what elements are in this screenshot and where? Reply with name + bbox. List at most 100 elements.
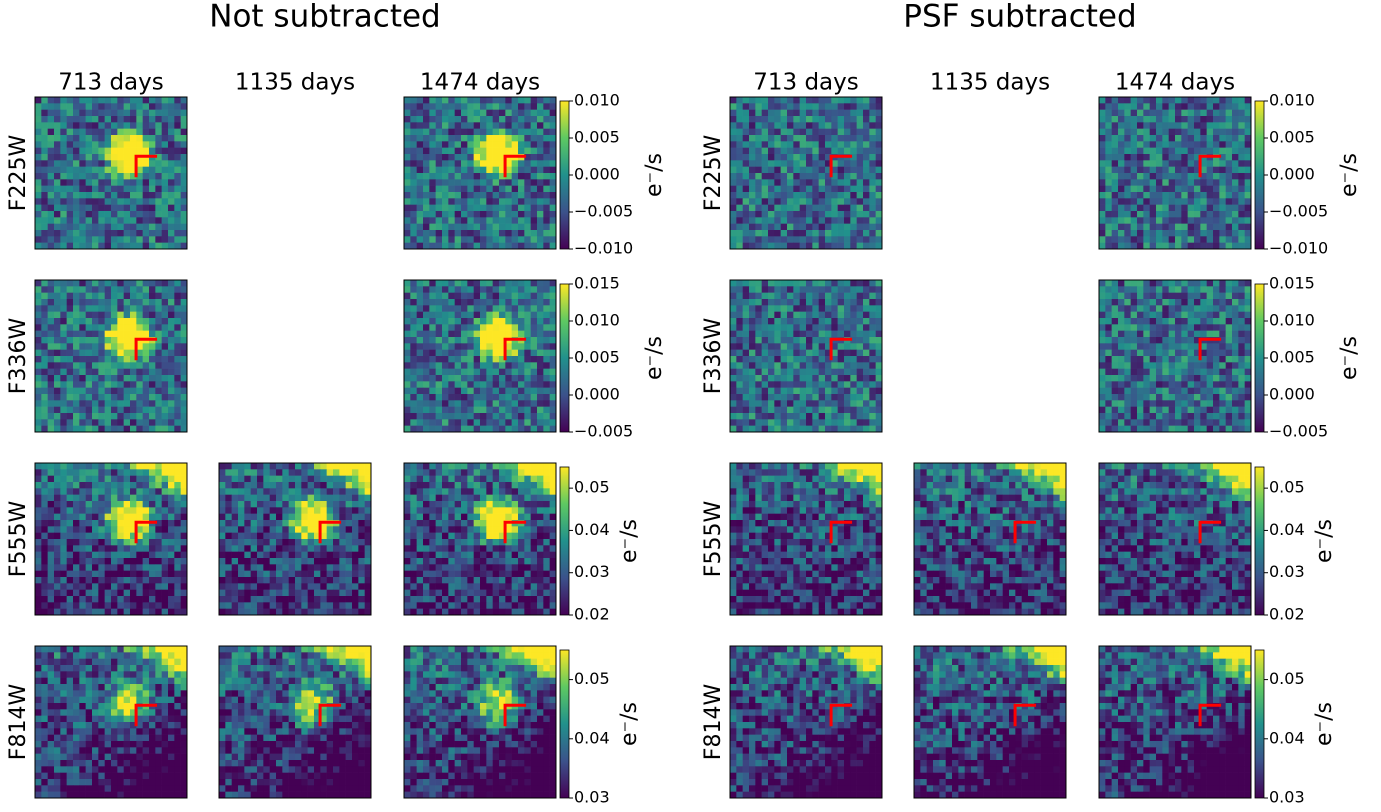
pixel [282, 696, 289, 704]
pixel [473, 520, 481, 527]
pixel [66, 349, 74, 357]
pixel [352, 494, 359, 502]
pixel [549, 204, 557, 212]
pixel [410, 532, 417, 540]
pixel [161, 596, 169, 603]
pixel [416, 463, 424, 470]
pixel [244, 665, 251, 672]
pixel [543, 318, 550, 325]
pixel [73, 520, 80, 527]
pixel [276, 652, 283, 659]
pixel [537, 299, 544, 306]
pixel [85, 532, 93, 540]
pixel [174, 596, 181, 603]
pixel [66, 608, 74, 616]
pixel [111, 608, 118, 616]
pixel [66, 368, 74, 376]
pixel [47, 394, 55, 401]
pixel [288, 526, 296, 533]
pixel [467, 173, 474, 180]
pixel [530, 356, 538, 363]
pixel [404, 413, 411, 420]
pixel [168, 122, 175, 129]
pixel [54, 166, 61, 174]
pixel [505, 97, 512, 104]
pixel [416, 526, 424, 533]
pixel [225, 671, 232, 678]
pixel [104, 425, 112, 433]
pixel [473, 375, 481, 382]
pixel [429, 211, 436, 218]
pixel [263, 469, 270, 476]
pixel [511, 223, 519, 231]
pixel [168, 545, 175, 552]
pixel [41, 703, 48, 710]
pixel [161, 665, 169, 672]
pixel [442, 97, 449, 104]
pixel [435, 324, 443, 331]
pixel [117, 469, 124, 476]
pixel [537, 230, 544, 237]
pixel [54, 230, 61, 237]
pixel [54, 507, 61, 514]
pixel [448, 368, 455, 376]
pixel [47, 646, 55, 653]
pixel [480, 242, 487, 250]
pixel [486, 419, 493, 426]
pixel [530, 488, 538, 495]
pixel [454, 311, 462, 319]
pixel [467, 305, 474, 312]
pixel [98, 520, 105, 527]
pixel [41, 166, 48, 174]
pixel [180, 109, 188, 117]
pixel [73, 741, 80, 748]
pixel [161, 703, 169, 710]
pixel [54, 570, 61, 578]
pixel [66, 526, 74, 533]
pixel [295, 513, 302, 521]
pixel [117, 728, 124, 735]
pixel [136, 658, 143, 666]
colorbar-tick-label: 0.05 [574, 478, 610, 497]
pixel [117, 242, 124, 250]
pixel [155, 558, 162, 565]
pixel [136, 109, 143, 117]
pixel [54, 577, 61, 584]
pixel [130, 192, 137, 199]
pixel [136, 324, 143, 331]
pixel [543, 173, 550, 180]
pixel [505, 419, 512, 426]
pixel [168, 709, 175, 716]
pixel [295, 690, 302, 697]
pixel [225, 570, 232, 578]
pixel [35, 532, 42, 540]
pixel [111, 349, 118, 357]
pixel [130, 551, 137, 559]
pixel [486, 217, 493, 224]
pixel [73, 375, 80, 382]
pixel [123, 324, 131, 331]
pixel [161, 223, 169, 231]
pixel [41, 658, 48, 666]
pixel [473, 166, 481, 174]
pixel [79, 469, 86, 476]
pixel [518, 173, 525, 180]
pixel [442, 368, 449, 376]
pixel [35, 280, 42, 287]
pixel [244, 577, 251, 584]
pixel [345, 551, 353, 559]
pixel [429, 551, 436, 559]
pixel [301, 652, 308, 659]
pixel [149, 135, 156, 142]
pixel [238, 589, 245, 597]
pixel [416, 166, 424, 174]
pixel [326, 608, 334, 616]
pixel [35, 400, 42, 407]
pixel [47, 116, 55, 123]
pixel [263, 488, 270, 495]
pixel [35, 589, 42, 597]
pixel [73, 760, 80, 767]
pixel [136, 564, 143, 571]
pixel [92, 469, 99, 476]
pixel [435, 494, 443, 502]
